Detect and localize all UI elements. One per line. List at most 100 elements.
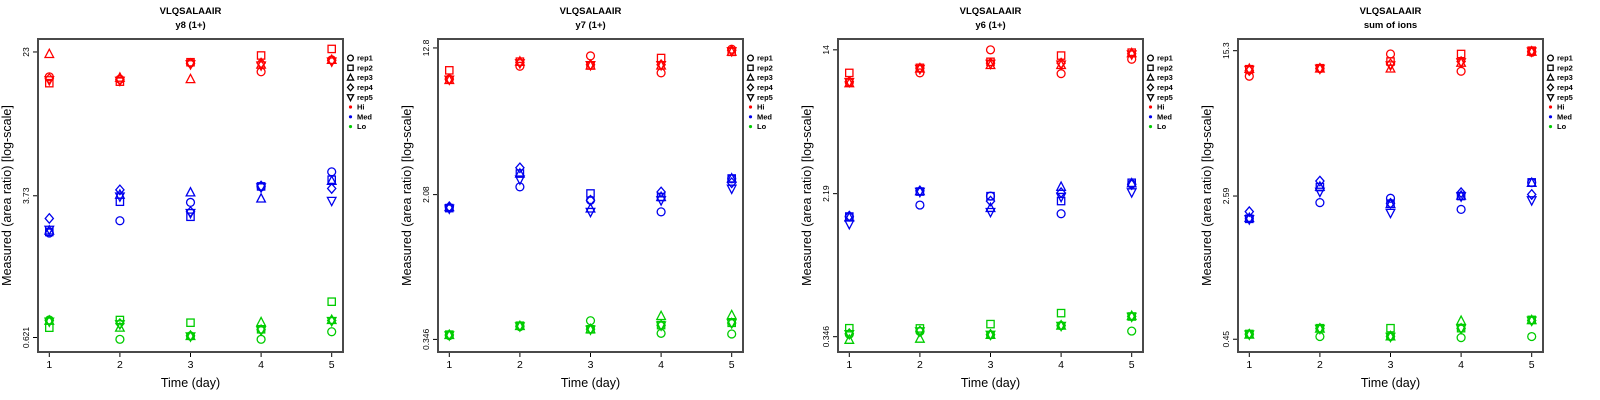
data-point-hi-rep5-day5 xyxy=(326,57,338,68)
legend-label-lo: Lo xyxy=(757,122,767,131)
data-point-med-rep5-day5 xyxy=(326,196,338,208)
legend-rep2-square-icon xyxy=(1147,64,1154,72)
x-tick-label: 5 xyxy=(1129,359,1135,371)
data-point-hi-rep3-day1 xyxy=(43,47,55,59)
data-point-hi-rep5-day2 xyxy=(114,76,126,87)
data-point-lo-rep3-day2 xyxy=(514,319,526,331)
legend-rep4-diamond-icon xyxy=(746,82,755,92)
data-point-med-rep3-day5 xyxy=(726,172,738,183)
x-tick-label: 4 xyxy=(1458,359,1464,371)
legend-rep4-diamond-icon xyxy=(1546,82,1555,92)
legend-label-rep1: rep1 xyxy=(757,54,773,63)
data-point-med-rep5-day1 xyxy=(443,204,455,215)
y-tick-label: 3.73 xyxy=(21,187,31,204)
data-point-lo-rep2-day4 xyxy=(1056,308,1066,318)
x-tick-label: 3 xyxy=(188,359,194,371)
data-point-lo-rep3-day1 xyxy=(443,328,455,340)
panel-title: VLQSALAAIR xyxy=(960,6,1022,17)
legend-rep3-triangle-up-icon xyxy=(1146,72,1155,81)
y-tick-label: 0.346 xyxy=(821,326,831,348)
legend-med-dot-icon xyxy=(748,115,753,119)
data-point-hi-rep5-day4 xyxy=(255,61,267,72)
y-tick-label: 15.3 xyxy=(1221,42,1231,59)
data-point-med-rep4-day4 xyxy=(1056,186,1067,199)
data-point-hi-rep5-day3 xyxy=(185,60,196,71)
data-point-hi-rep5-day3 xyxy=(1385,61,1396,72)
legend-rep1-circle-icon xyxy=(1546,54,1555,62)
legend-rep2-square-icon xyxy=(1547,64,1554,72)
legend-label-rep2: rep2 xyxy=(1157,63,1173,72)
y-tick-label: 2.19 xyxy=(821,185,831,202)
data-point-med-rep1-day4 xyxy=(1056,209,1066,219)
data-point-hi-rep3-day3 xyxy=(1385,62,1396,73)
data-point-med-rep1-day4 xyxy=(1456,204,1466,214)
x-tick-label: 2 xyxy=(117,359,123,371)
data-point-hi-rep5-day1 xyxy=(43,76,55,87)
legend-rep1-circle-icon xyxy=(1146,54,1155,62)
x-tick-label: 5 xyxy=(729,359,735,371)
legend-rep5-triangle-down-icon xyxy=(346,94,355,103)
data-points xyxy=(443,44,738,342)
plot-frame xyxy=(37,38,344,353)
legend-label-med: Med xyxy=(1157,112,1172,121)
data-point-lo-rep5-day5 xyxy=(1526,316,1538,327)
data-point-hi-rep5-day2 xyxy=(1314,64,1326,75)
data-point-med-rep4-day2 xyxy=(1314,175,1325,187)
x-tick-label: 3 xyxy=(1388,359,1394,371)
data-point-lo-rep3-day4 xyxy=(1055,319,1067,330)
x-axis-label: Time (day) xyxy=(1361,376,1420,390)
data-point-hi-rep3-day2 xyxy=(1314,62,1326,73)
plot-frame xyxy=(837,38,1144,353)
y-tick-label: 2.59 xyxy=(1221,187,1231,204)
plot-panel-y7-1: VLQSALAAIR y7 (1+) Measured (area ratio) [… xyxy=(400,0,800,400)
data-point-lo-rep3-day2 xyxy=(1314,322,1326,333)
data-point-hi-rep5-day4 xyxy=(1455,58,1467,69)
data-point-hi-rep1-day2 xyxy=(915,68,925,78)
data-point-hi-rep5-day2 xyxy=(514,59,526,70)
data-point-med-rep5-day4 xyxy=(655,196,667,207)
legend-med-dot-icon xyxy=(1148,115,1153,119)
panel-background xyxy=(0,0,400,400)
y-tick-label: 0.45 xyxy=(1221,331,1231,348)
data-point-hi-rep5-day4 xyxy=(655,61,667,72)
data-point-med-rep3-day5 xyxy=(1526,176,1538,188)
legend-rep4-diamond-icon xyxy=(1146,82,1155,92)
data-point-lo-rep3-day4 xyxy=(655,309,667,321)
plot-frame xyxy=(1237,38,1544,353)
data-point-lo-rep5-day3 xyxy=(985,330,996,341)
data-point-lo-rep5-day1 xyxy=(843,329,855,341)
data-point-med-rep4-day5 xyxy=(326,182,337,195)
data-point-med-rep3-day1 xyxy=(1243,211,1255,223)
y-tick-label: 23 xyxy=(21,47,31,57)
data-point-lo-rep5-day2 xyxy=(514,322,526,333)
legend-hi-dot-icon xyxy=(748,105,753,109)
data-point-med-rep5-day2 xyxy=(1314,187,1326,198)
data-point-lo-rep5-day1 xyxy=(1243,330,1255,341)
data-point-lo-rep2-day5 xyxy=(327,297,337,306)
data-point-hi-rep1-day5 xyxy=(1127,54,1137,64)
data-point-lo-rep3-day2 xyxy=(114,321,126,332)
data-point-med-rep5-day3 xyxy=(185,208,196,220)
data-point-lo-rep5-day4 xyxy=(1055,321,1067,333)
legend-label-med: Med xyxy=(357,112,372,121)
x-tick-label: 3 xyxy=(588,359,594,371)
data-point-lo-rep1-day5 xyxy=(1127,326,1137,336)
y-tick-label: 0.621 xyxy=(21,327,31,349)
data-point-lo-rep1-day5 xyxy=(727,329,737,339)
legend-label-rep1: rep1 xyxy=(357,54,373,63)
legend-label-rep5: rep5 xyxy=(1157,93,1173,102)
data-point-hi-rep3-day3 xyxy=(185,72,196,84)
panel-subtitle: sum of ions xyxy=(1364,20,1417,31)
data-point-lo-rep3-day2 xyxy=(914,332,926,343)
data-point-med-rep3-day4 xyxy=(1055,180,1067,191)
data-point-med-rep5-day1 xyxy=(1243,215,1255,226)
legend-rep3-triangle-up-icon xyxy=(346,72,355,81)
data-point-hi-rep5-day2 xyxy=(914,64,926,76)
y-axis-label: Measured (area ratio) [log-scale] xyxy=(400,105,414,286)
legend-label-rep5: rep5 xyxy=(1557,93,1573,102)
data-point-lo-rep5-day1 xyxy=(443,331,455,342)
data-point-med-rep3-day3 xyxy=(185,186,196,197)
plot-panel-y8-1: VLQSALAAIR y8 (1+) Measured (area ratio) [… xyxy=(0,0,400,400)
data-point-hi-rep2-day1 xyxy=(44,78,54,88)
